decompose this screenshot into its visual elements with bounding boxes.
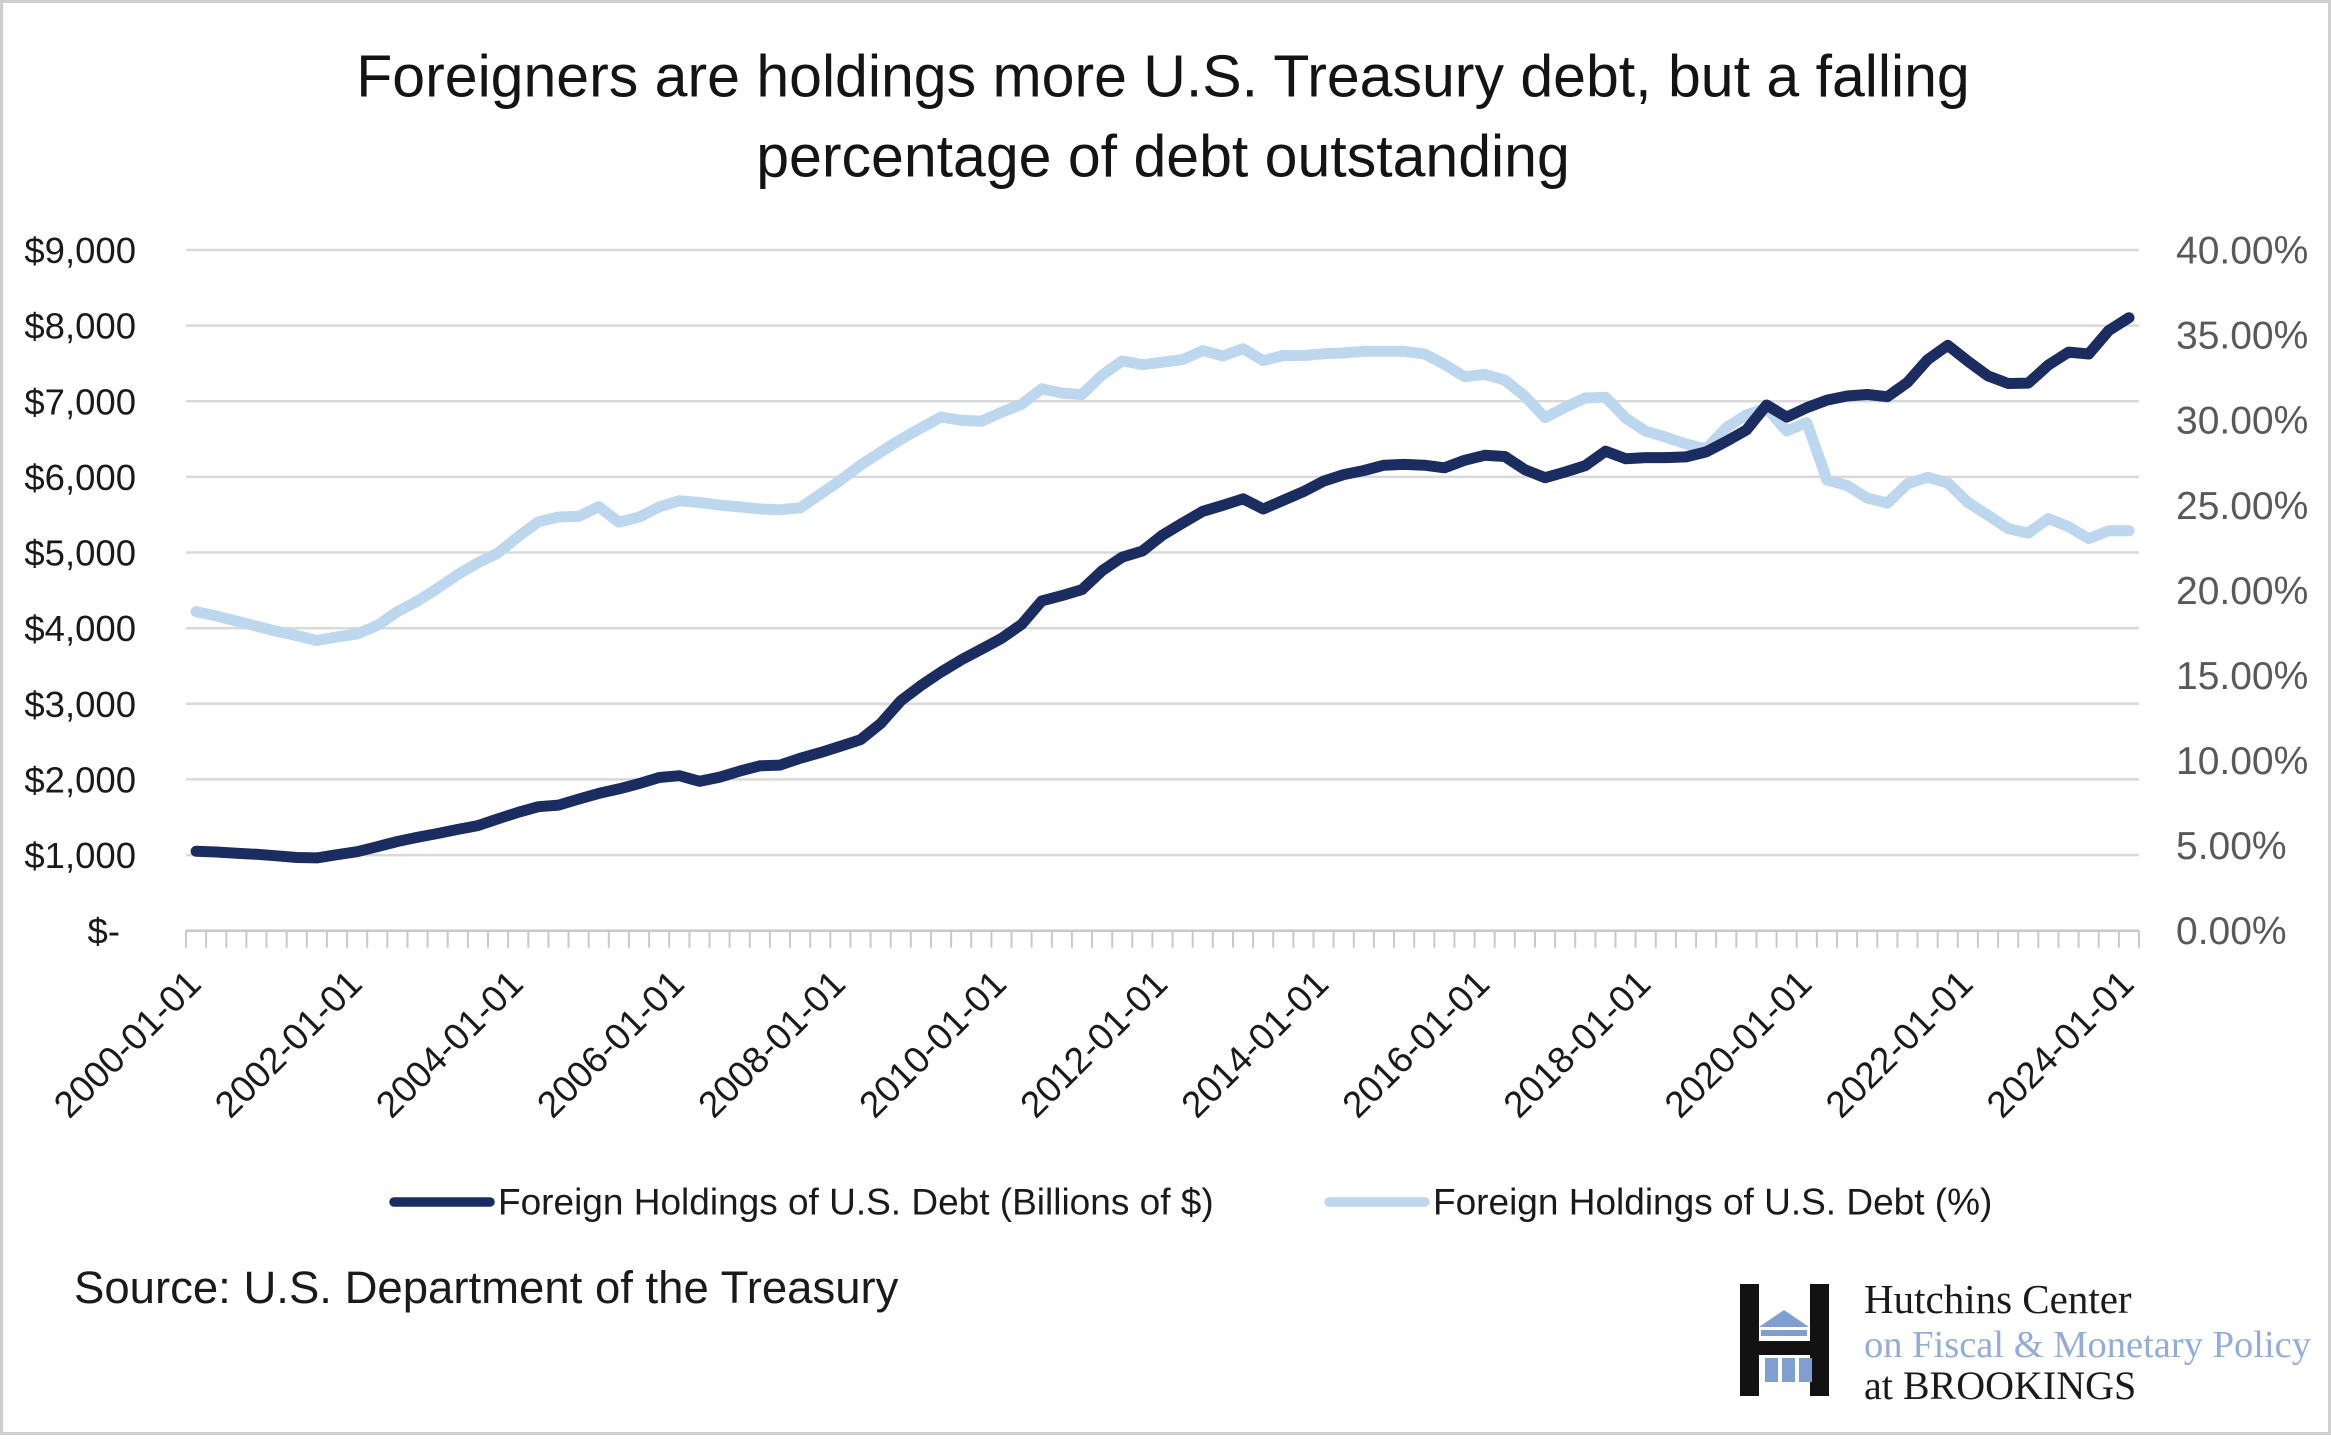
svg-text:$-: $- [88,911,120,952]
svg-text:$6,000: $6,000 [24,457,136,498]
svg-text:30.00%: 30.00% [2176,400,2308,443]
svg-text:Foreign Holdings of U.S. Debt: Foreign Holdings of U.S. Debt (%) [1433,1182,1992,1223]
svg-text:Source: U.S. Department of the: Source: U.S. Department of the Treasury [74,1262,899,1313]
svg-text:Foreigners are holdings more U: Foreigners are holdings more U.S. Treasu… [356,44,1969,110]
svg-text:35.00%: 35.00% [2176,315,2308,358]
svg-text:0.00%: 0.00% [2176,910,2287,953]
svg-text:25.00%: 25.00% [2176,485,2308,528]
svg-text:$3,000: $3,000 [24,684,136,725]
svg-text:at BROOKINGS: at BROOKINGS [1864,1363,2136,1408]
svg-text:Hutchins Center: Hutchins Center [1864,1276,2132,1322]
svg-text:Foreign Holdings of U.S. Debt: Foreign Holdings of U.S. Debt (Billions … [498,1182,1214,1223]
svg-text:5.00%: 5.00% [2176,825,2287,868]
svg-text:$4,000: $4,000 [24,608,136,649]
svg-text:percentage of debt outstanding: percentage of debt outstanding [756,124,1570,190]
svg-text:on Fiscal & Monetary Policy: on Fiscal & Monetary Policy [1864,1324,2312,1366]
svg-text:15.00%: 15.00% [2176,655,2308,698]
svg-text:20.00%: 20.00% [2176,570,2308,613]
svg-text:$7,000: $7,000 [24,381,136,422]
svg-text:$8,000: $8,000 [24,306,136,347]
svg-text:$9,000: $9,000 [24,230,136,271]
svg-text:40.00%: 40.00% [2176,230,2308,273]
svg-text:$2,000: $2,000 [24,759,136,800]
svg-text:$5,000: $5,000 [24,533,136,574]
svg-text:10.00%: 10.00% [2176,740,2308,783]
svg-text:$1,000: $1,000 [24,835,136,876]
